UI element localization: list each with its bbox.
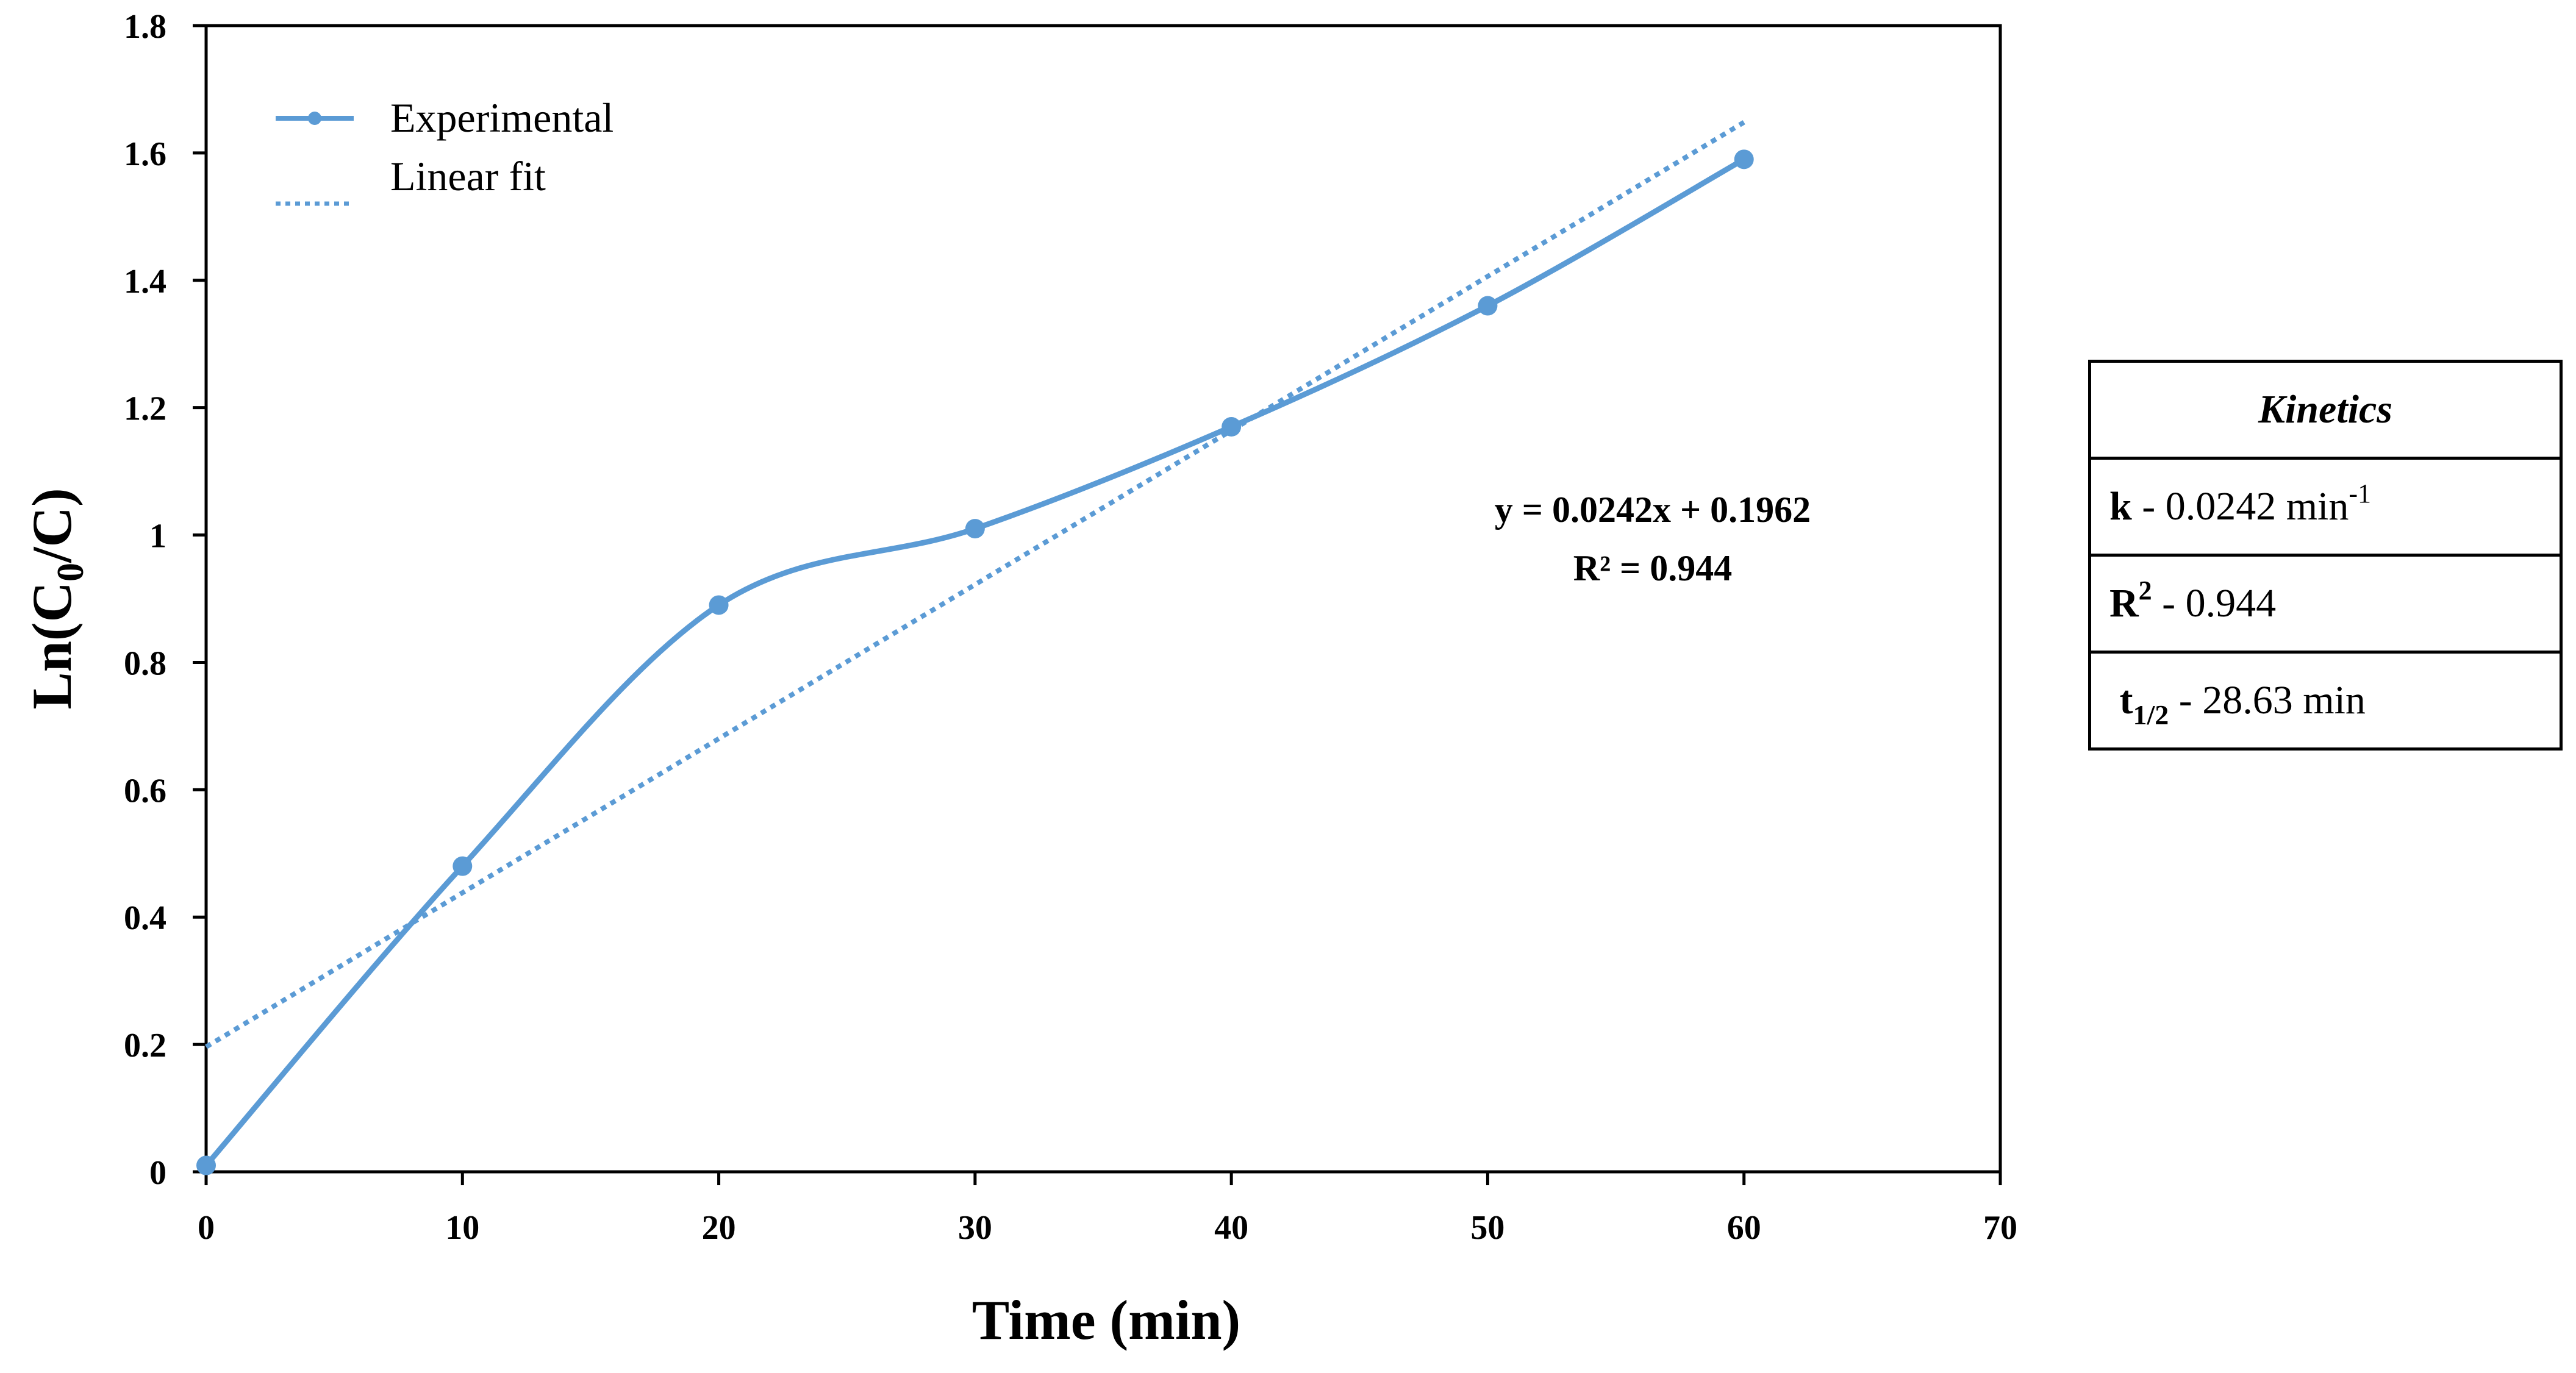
legend-experimental-label: Experimental (390, 95, 614, 141)
y-tick-label-3: 0.6 (124, 772, 166, 810)
x-axis-title: Time (min) (972, 1289, 1240, 1351)
half-life-value: - 28.63 min (2169, 678, 2366, 722)
kinetics-title: Kinetics (2088, 360, 2563, 460)
y-tick-label-8: 1.6 (124, 135, 166, 173)
r2-label: R (2109, 581, 2139, 626)
k-label: k (2109, 484, 2132, 529)
x-tick-label-5: 50 (1470, 1209, 1504, 1247)
experimental-point-0 (196, 1155, 216, 1175)
kinetics-header-row: Kinetics (2088, 360, 2563, 460)
linear-fit-line (204, 120, 1745, 1049)
kinetics-r2-cell: R2 - 0.944 (2088, 554, 2563, 654)
y-tick-label-7: 1.4 (124, 263, 166, 301)
experimental-point-3 (965, 519, 985, 539)
y-tick-label-0: 0 (149, 1154, 166, 1192)
x-tick-label-3: 30 (958, 1209, 992, 1247)
experimental-point-6 (1734, 149, 1754, 169)
experimental-point-1 (453, 856, 473, 876)
plot-area-frame (204, 24, 2002, 1174)
y-tick-label-6: 1.2 (124, 390, 166, 428)
x-axis-ticks (204, 1172, 2002, 1185)
y-axis-title-tail: /C) (21, 488, 83, 563)
r2-exponent: 2 (2138, 576, 2152, 605)
y-axis-title: Ln(C0/C) (21, 488, 91, 709)
x-tick-label-2: 20 (702, 1209, 736, 1247)
y-tick-label-1: 0.2 (124, 1027, 166, 1065)
half-life-subscript: 1/2 (2133, 699, 2169, 730)
kinetics-half-life-row: t1/2 - 28.63 min (2088, 651, 2563, 751)
experimental-point-4 (1222, 417, 1242, 437)
k-unit-exponent: -1 (2349, 479, 2372, 508)
x-tick-label-6: 60 (1727, 1209, 1761, 1247)
legend-linear-fit-label: Linear fit (390, 153, 546, 199)
fit-equation: y = 0.0242x + 0.1962 (1495, 490, 1811, 530)
experimental-markers (196, 149, 1754, 1175)
x-tick-label-7: 70 (1983, 1209, 2017, 1247)
half-life-label: t (2119, 678, 2133, 722)
x-axis-tick-labels: 0 10 20 30 40 50 60 70 (198, 1209, 2017, 1247)
y-axis-title-subscript: 0 (50, 563, 91, 582)
kinetics-r2-row: R2 - 0.944 (2088, 554, 2563, 654)
y-tick-label-5: 1 (149, 518, 166, 555)
kinetics-k-row: k - 0.0242 min-1 (2088, 457, 2563, 557)
y-axis-title-main: Ln(C (21, 582, 83, 710)
x-tick-label-4: 40 (1214, 1209, 1248, 1247)
kinetics-table: Kinetics k - 0.0242 min-1 R2 - 0.944 t1/… (2088, 360, 2563, 751)
fit-r-squared: R² = 0.944 (1573, 548, 1733, 588)
experimental-point-2 (709, 595, 729, 615)
x-tick-label-0: 0 (198, 1209, 215, 1247)
x-tick-label-1: 10 (445, 1209, 479, 1247)
experimental-line (204, 157, 1745, 1168)
experimental-point-5 (1478, 296, 1498, 316)
legend: Experimental Linear fit (276, 95, 614, 206)
kinetics-half-life-cell: t1/2 - 28.63 min (2088, 651, 2563, 751)
y-tick-label-9: 1.8 (124, 8, 166, 46)
r2-value: - 0.944 (2152, 581, 2277, 626)
k-value: - 0.0242 min (2131, 484, 2349, 529)
kinetics-k-cell: k - 0.0242 min-1 (2088, 457, 2563, 557)
y-axis-tick-labels: 0 0.2 0.4 0.6 0.8 1 1.2 1.4 1.6 1.8 (124, 8, 166, 1192)
y-tick-label-4: 0.8 (124, 644, 166, 682)
y-tick-label-2: 0.4 (124, 899, 166, 937)
legend-experimental-marker (308, 112, 321, 125)
y-axis-ticks (193, 24, 206, 1174)
